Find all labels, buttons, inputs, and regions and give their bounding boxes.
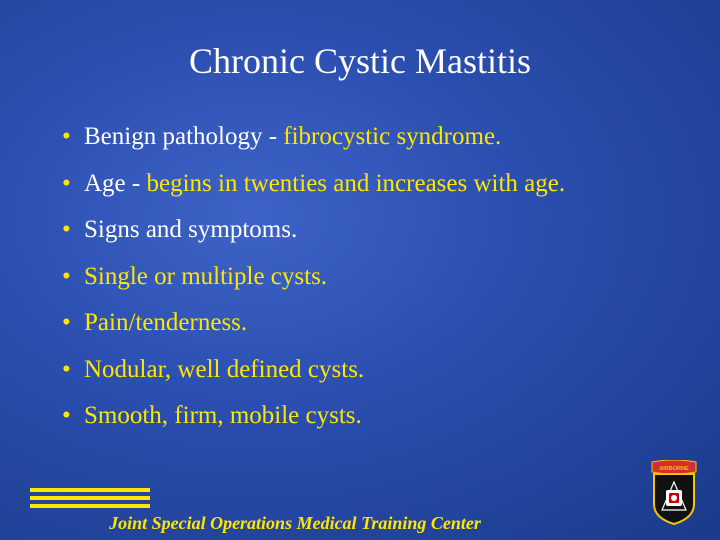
bullet-list: Benign pathology - fibrocystic syndrome.… xyxy=(40,120,680,434)
patch-tab-label: AIRBORNE xyxy=(659,466,689,472)
bullet-highlight: Single or multiple cysts. xyxy=(84,263,327,290)
bullet-highlight: Smooth, firm, mobile cysts. xyxy=(84,402,362,429)
bullet-item: Benign pathology - fibrocystic syndrome. xyxy=(62,120,680,155)
bullet-item: Single or multiple cysts. xyxy=(62,260,680,295)
slide: Chronic Cystic Mastitis Benign pathology… xyxy=(0,0,720,540)
bullet-highlight: Nodular, well defined cysts. xyxy=(84,356,364,383)
bullet-highlight: fibrocystic syndrome. xyxy=(283,123,501,150)
slide-title: Chronic Cystic Mastitis xyxy=(40,40,680,82)
footer-stripes-icon xyxy=(30,488,150,510)
bullet-plain: Signs and symptoms. xyxy=(84,216,297,243)
bullet-item: Nodular, well defined cysts. xyxy=(62,353,680,388)
bullet-plain: Benign pathology - xyxy=(84,123,283,150)
bullet-item: Pain/tenderness. xyxy=(62,306,680,341)
bullet-item: Signs and symptoms. xyxy=(62,213,680,248)
bullet-highlight: Pain/tenderness. xyxy=(84,309,247,336)
bullet-item: Age - begins in twenties and increases w… xyxy=(62,167,680,202)
footer-text: Joint Special Operations Medical Trainin… xyxy=(80,513,510,534)
bullet-highlight: begins in twenties and increases with ag… xyxy=(146,170,565,197)
unit-patch-icon: AIRBORNE xyxy=(648,460,700,526)
bullet-plain: Age - xyxy=(84,170,146,197)
bullet-item: Smooth, firm, mobile cysts. xyxy=(62,399,680,434)
